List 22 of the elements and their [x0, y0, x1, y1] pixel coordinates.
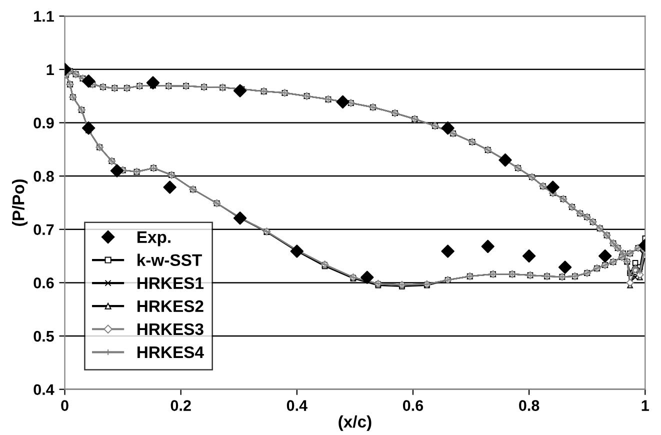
y-tick-label: 0.4: [34, 384, 54, 396]
x-tick-label: 1: [642, 400, 649, 411]
x-tick-label: 0.8: [519, 400, 540, 411]
y-tick-label: 1: [46, 64, 54, 75]
legend-label: HRKES2: [138, 300, 204, 312]
x-tick-label: 0.4: [286, 400, 308, 411]
y-tick-label: 1.1: [34, 11, 54, 22]
legend-label: HRKES4: [138, 346, 204, 358]
y-tick-label: 0.6: [34, 278, 54, 288]
y-axis-title: (P/Po): [12, 179, 28, 226]
legend-label: k-w-SST: [138, 254, 202, 266]
x-tick-label: 0.6: [402, 400, 424, 411]
legend-label: Exp.: [138, 231, 170, 246]
legend-label: HRKES1: [138, 277, 204, 290]
x-axis-title: (x/c): [338, 415, 372, 431]
y-tick-label: 0.8: [34, 170, 54, 182]
y-tick-label: 0.5: [34, 330, 54, 342]
legend-label: HRKES3: [138, 323, 204, 336]
x-tick-label: 0: [61, 400, 68, 411]
y-tick-label: 0.9: [34, 118, 54, 128]
x-tick-label: 0.2: [170, 400, 191, 411]
y-tick-label: 0.7: [34, 224, 54, 236]
